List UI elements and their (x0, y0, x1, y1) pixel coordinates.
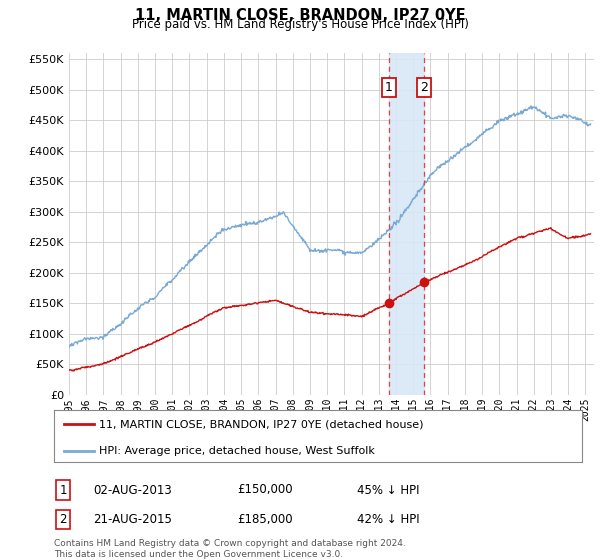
Text: 11, MARTIN CLOSE, BRANDON, IP27 0YE: 11, MARTIN CLOSE, BRANDON, IP27 0YE (134, 8, 466, 24)
Text: HPI: Average price, detached house, West Suffolk: HPI: Average price, detached house, West… (99, 446, 375, 456)
Text: 11, MARTIN CLOSE, BRANDON, IP27 0YE (detached house): 11, MARTIN CLOSE, BRANDON, IP27 0YE (det… (99, 419, 424, 430)
Text: £185,000: £185,000 (237, 513, 293, 526)
Text: 2: 2 (420, 81, 428, 94)
Text: 21-AUG-2015: 21-AUG-2015 (93, 513, 172, 526)
Text: 02-AUG-2013: 02-AUG-2013 (93, 483, 172, 497)
Text: Price paid vs. HM Land Registry's House Price Index (HPI): Price paid vs. HM Land Registry's House … (131, 18, 469, 31)
Text: Contains HM Land Registry data © Crown copyright and database right 2024.
This d: Contains HM Land Registry data © Crown c… (54, 539, 406, 559)
Text: 1: 1 (59, 483, 67, 497)
Text: 2: 2 (59, 513, 67, 526)
Text: 45% ↓ HPI: 45% ↓ HPI (357, 483, 419, 497)
Bar (389, 53, 424, 395)
Text: 1: 1 (385, 81, 393, 94)
Text: £150,000: £150,000 (237, 483, 293, 497)
Text: 42% ↓ HPI: 42% ↓ HPI (357, 513, 419, 526)
